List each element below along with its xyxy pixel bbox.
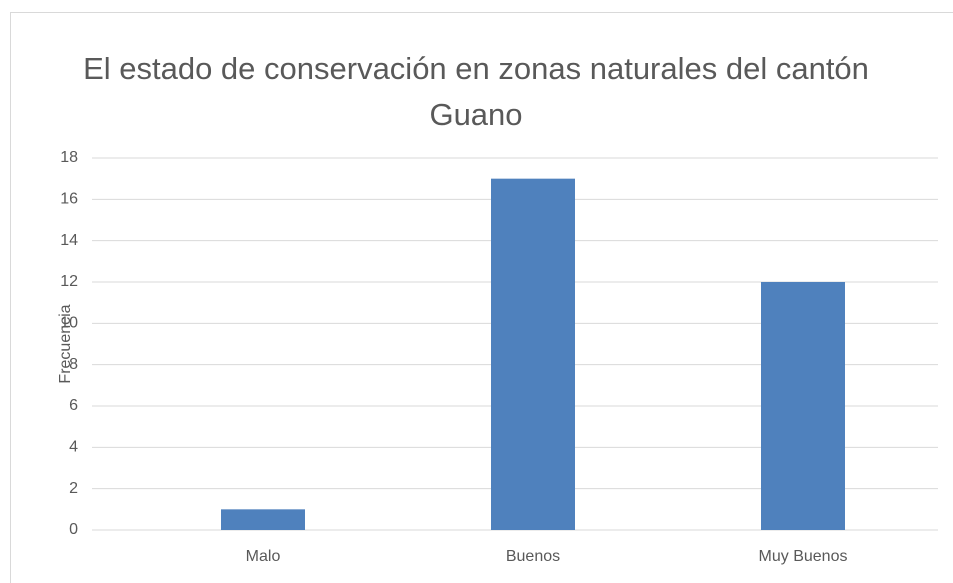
chart-border xyxy=(10,12,953,583)
y-tick-label: 0 xyxy=(69,521,78,538)
y-tick-label: 8 xyxy=(69,356,78,373)
y-tick-label: 14 xyxy=(60,232,78,249)
y-axis-label: Frecuencia xyxy=(57,304,74,383)
y-tick-label: 2 xyxy=(69,480,78,497)
chart-title: El estado de conservación en zonas natur… xyxy=(83,51,869,132)
y-tick-label: 12 xyxy=(60,273,78,290)
bar xyxy=(221,509,305,530)
y-tick-label: 10 xyxy=(60,315,78,332)
y-tick-label: 6 xyxy=(69,397,78,414)
bar xyxy=(491,178,575,530)
x-tick-label: Malo xyxy=(246,548,281,565)
y-tick-label: 16 xyxy=(60,191,78,208)
x-tick-label: Muy Buenos xyxy=(759,548,848,565)
y-tick-label: 4 xyxy=(69,439,78,456)
y-tick-label: 18 xyxy=(60,149,78,166)
x-tick-label: Buenos xyxy=(506,548,560,565)
bar xyxy=(761,282,845,530)
